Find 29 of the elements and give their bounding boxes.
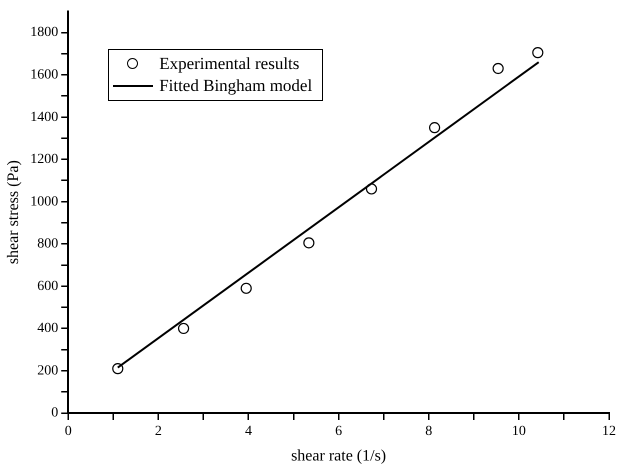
y-axis-title: shear stress (Pa) [4,160,22,264]
x-tick-label: 8 [425,424,432,440]
y-tick-label: 600 [37,278,58,294]
y-tick-label: 200 [37,363,58,378]
x-tick-label: 4 [244,424,252,440]
y-tick-label: 800 [37,236,58,252]
x-tick-label: 0 [64,424,72,440]
x-tick-label: 6 [335,424,342,440]
point [303,237,314,248]
x-tick-label: 10 [512,424,526,440]
y-tick-label: 1800 [30,25,58,40]
point [492,62,504,74]
point [112,363,124,374]
y-tick-label: 400 [37,321,58,336]
legend-label: Fitted Bingham model [159,75,312,98]
y-tick-label: 0 [51,406,58,421]
x-axis-title: shear rate (1/s) [291,448,386,465]
point [178,322,190,334]
point [428,122,440,134]
point [240,282,252,294]
x-tick-label: 2 [154,424,162,440]
point [366,183,378,195]
x-tick-label: 12 [602,424,616,440]
legend-label: Experimental results [159,53,300,76]
y-tick-label: 1200 [30,152,58,168]
point [532,47,544,58]
y-tick-label: 1000 [30,194,58,210]
y-tick-label: 1400 [30,110,58,125]
y-tick-label: 1600 [30,67,58,82]
